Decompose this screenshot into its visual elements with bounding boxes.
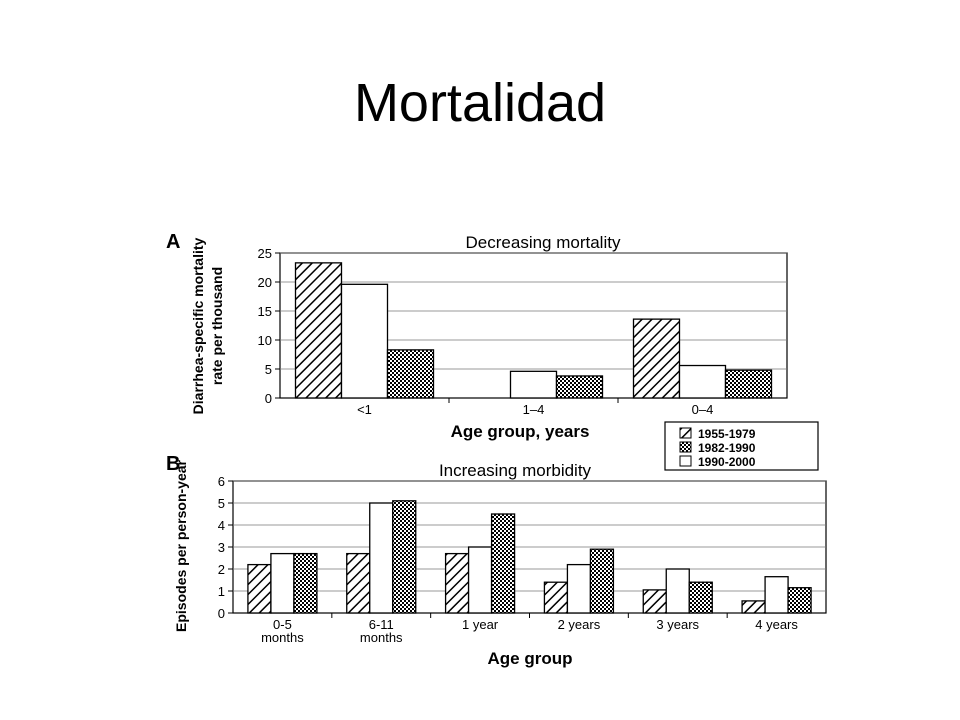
b-bar-1955-1979-2 <box>444 552 470 614</box>
b-bar-1990-2000-5 <box>764 576 789 614</box>
legend-swatch-1990-2000 <box>679 455 692 467</box>
b-xtick-label: 4 years <box>755 617 798 632</box>
b-bar-1990-2000-2 <box>467 546 493 614</box>
panel-a-xlabel: Age group, years <box>451 422 590 441</box>
a-bar-1990-2000-1 <box>509 370 558 399</box>
b-xtick-label: months <box>360 630 403 645</box>
b-ytick-label: 2 <box>218 562 225 577</box>
a-bar-1990-2000-2 <box>678 364 727 399</box>
a-ytick-label: 10 <box>258 333 272 348</box>
panel-a-ylabel-line1: Diarrhea-specific mortality <box>190 237 206 414</box>
a-bar-1955-1979-2 <box>632 318 681 399</box>
b-bar-1955-1979-5 <box>741 600 766 614</box>
b-bar-1955-1979-4 <box>642 589 667 614</box>
legend: 1955-1979 1982-1990 1990-2000 <box>664 421 819 471</box>
b-ytick-label: 6 <box>218 474 225 489</box>
b-bar-1982-1990-4 <box>688 581 713 614</box>
b-ytick-label: 3 <box>218 540 225 555</box>
b-xtick-label: 1 year <box>462 617 499 632</box>
b-ytick-label: 1 <box>218 584 225 599</box>
b-bar-1982-1990-2 <box>490 513 516 614</box>
a-bar-1982-1990-0 <box>386 349 435 399</box>
a-xtick-label: <1 <box>357 402 372 417</box>
b-bar-1955-1979-3 <box>543 581 569 614</box>
a-xtick-label: 1–4 <box>523 402 545 417</box>
legend-label-1982-1990: 1982-1990 <box>698 441 756 455</box>
legend-swatch-1955-1979 <box>679 427 692 439</box>
legend-label-1955-1979: 1955-1979 <box>698 427 756 441</box>
b-bar-1990-2000-0 <box>270 552 295 614</box>
b-bar-1955-1979-1 <box>346 552 371 614</box>
b-bar-1982-1990-1 <box>392 500 417 614</box>
legend-label-1990-2000: 1990-2000 <box>698 455 756 469</box>
b-xtick-label: 2 years <box>558 617 601 632</box>
a-ytick-label: 15 <box>258 304 272 319</box>
a-ytick-label: 25 <box>258 246 272 261</box>
legend-swatch-1982-1990 <box>679 441 692 453</box>
a-ytick-label: 5 <box>265 362 272 377</box>
b-xtick-label: 6-11 <box>369 617 394 632</box>
b-xtick-label: 0-5 <box>273 617 292 632</box>
a-bar-1990-2000-0 <box>340 283 389 399</box>
a-bar-1955-1979-0 <box>294 262 343 399</box>
panel-b-label: B <box>166 453 180 475</box>
a-bar-1982-1990-2 <box>724 369 773 399</box>
a-bar-1982-1990-1 <box>555 375 604 399</box>
panel-a-ylabel-line2: rate per thousand <box>209 267 225 385</box>
panel-a-title: Decreasing mortality <box>466 233 621 252</box>
b-xtick-label: months <box>261 630 304 645</box>
b-bar-1982-1990-0 <box>293 552 318 614</box>
a-ytick-label: 20 <box>258 275 272 290</box>
panel-b-title: Increasing morbidity <box>439 461 592 480</box>
b-bar-1990-2000-3 <box>566 563 592 614</box>
slide-title: Mortalidad <box>353 73 607 133</box>
a-xtick-label: 0–4 <box>692 402 714 417</box>
b-bar-1990-2000-4 <box>665 568 690 614</box>
b-ytick-label: 4 <box>218 518 225 533</box>
b-bar-1982-1990-3 <box>589 548 615 614</box>
b-bar-1990-2000-1 <box>369 502 394 614</box>
panel-b-xlabel: Age group <box>488 649 573 668</box>
panel-b-morbidity-chart: B Increasing morbidity Episodes per pers… <box>166 453 827 668</box>
panel-b-ylabel: Episodes per person-year <box>173 459 189 632</box>
b-ytick-label: 0 <box>218 606 225 621</box>
b-bar-1955-1979-0 <box>247 563 272 614</box>
b-bar-1982-1990-5 <box>787 587 812 614</box>
a-ytick-label: 0 <box>265 391 272 406</box>
b-xtick-label: 3 years <box>656 617 699 632</box>
panel-a-mortality-chart: A Decreasing mortality Diarrhea-specific… <box>166 231 788 441</box>
b-ytick-label: 5 <box>218 496 225 511</box>
panel-a-label: A <box>166 231 180 253</box>
